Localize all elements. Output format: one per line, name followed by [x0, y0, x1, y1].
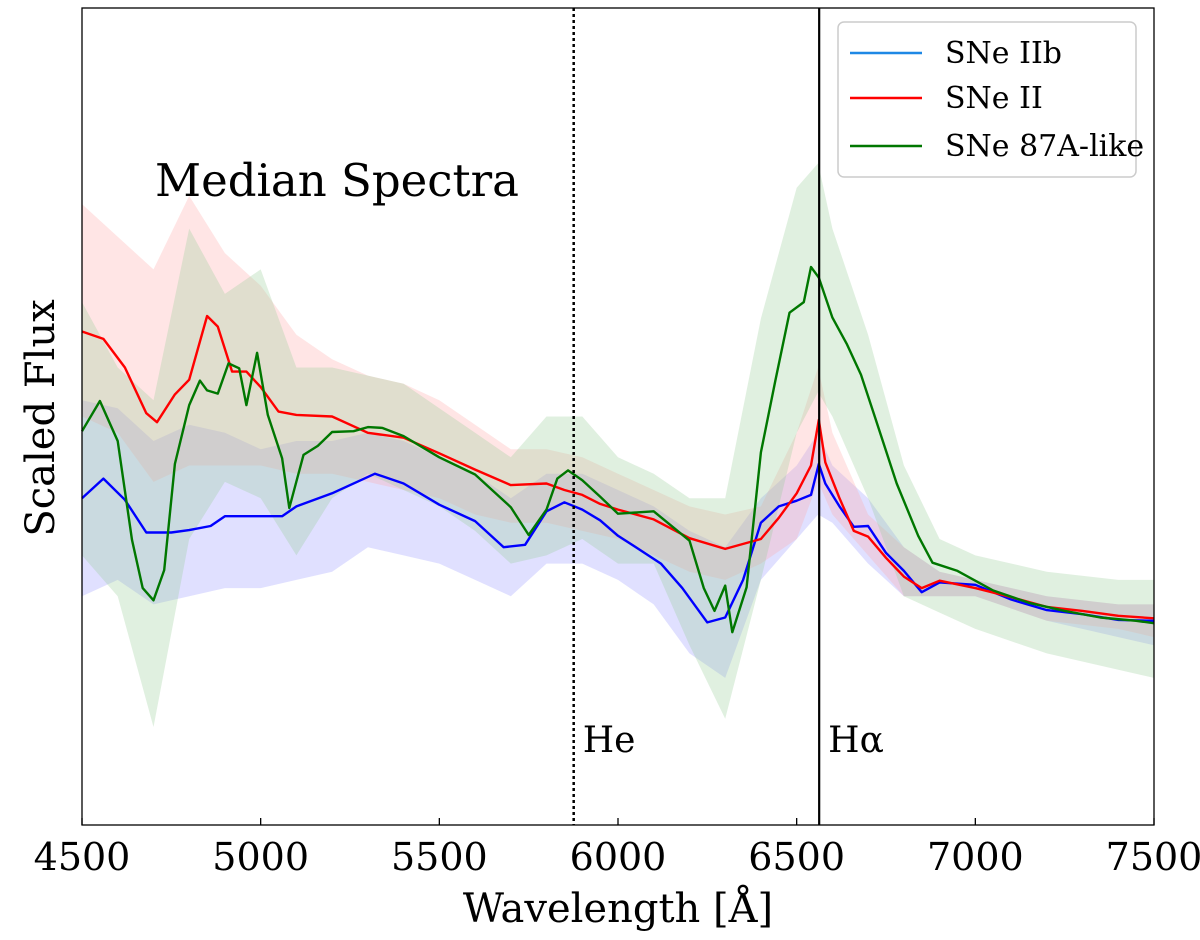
legend-box	[837, 21, 1137, 178]
spectrum-lines	[80, 265, 1155, 634]
legend: SNe IIb SNe II SNe 87A-like	[837, 21, 1144, 178]
chart-title: Median Spectra	[155, 154, 519, 207]
x-tick-label-6500: 6500	[748, 835, 845, 879]
x-tick-label-6000: 6000	[570, 835, 667, 879]
series-line-sne-87a-like	[80, 265, 1155, 634]
ref-label-he: He	[583, 720, 636, 761]
legend-label-sne-ii: SNe II	[945, 81, 1043, 116]
legend-label-sne-87a-like: SNe 87A-like	[945, 129, 1144, 164]
x-tick-label-7500: 7500	[1106, 835, 1200, 879]
x-axis-label: Wavelength [Å]	[463, 885, 773, 932]
ref-label-halpha: Hα	[828, 720, 884, 761]
uncertainty-bands	[82, 163, 1154, 727]
x-tick-label-5500: 5500	[391, 835, 488, 879]
series-line-sne-ii	[81, 314, 1155, 620]
x-tick-label-7000: 7000	[927, 835, 1024, 879]
band-sne-87a-like	[82, 163, 1154, 727]
band-sne-iib	[82, 400, 1154, 678]
x-tick-label-4500: 4500	[34, 835, 131, 879]
series-line-sne-iib	[81, 462, 1155, 624]
y-axis-label: Scaled Flux	[18, 299, 64, 537]
legend-label-sne-iib: SNe IIb	[945, 36, 1062, 71]
band-sne-ii	[82, 195, 1154, 638]
x-axis-ticks: 4500 5000 5500 6000 6500 7000 7500	[34, 818, 1200, 879]
reference-lines: He Hα	[572, 8, 884, 825]
x-tick-label-5000: 5000	[212, 835, 309, 879]
